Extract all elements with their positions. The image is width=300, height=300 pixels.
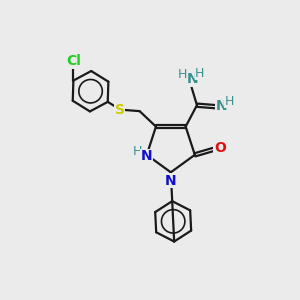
Text: N: N bbox=[216, 99, 228, 113]
Text: H: H bbox=[133, 146, 142, 158]
Text: N: N bbox=[165, 174, 177, 188]
Text: Cl: Cl bbox=[67, 54, 81, 68]
Text: H: H bbox=[178, 68, 188, 81]
Text: N: N bbox=[140, 149, 152, 163]
Text: N: N bbox=[186, 72, 198, 86]
Text: O: O bbox=[214, 141, 226, 155]
Text: H: H bbox=[225, 95, 234, 108]
Text: S: S bbox=[115, 103, 125, 117]
Text: H: H bbox=[195, 67, 205, 80]
